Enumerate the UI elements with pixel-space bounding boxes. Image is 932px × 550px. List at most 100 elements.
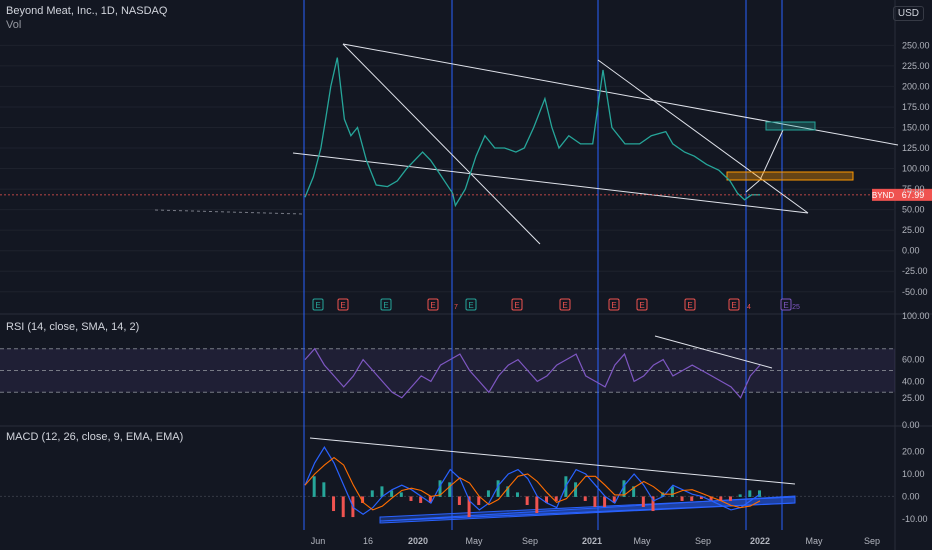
x-tick-label: May xyxy=(633,536,651,546)
macd-histogram-bar xyxy=(322,482,326,497)
macd-label: MACD (12, 26, close, 9, EMA, EMA) xyxy=(6,431,184,443)
macd-histogram-bar xyxy=(583,496,587,501)
trend-line xyxy=(342,43,899,146)
last-value-bg xyxy=(895,188,932,201)
macd-histogram-bar xyxy=(574,482,578,497)
chart-title: Beyond Meat, Inc., 1D, NASDAQ xyxy=(6,5,168,17)
event-count-label: 4 xyxy=(747,304,751,311)
x-tick-label: Jun xyxy=(311,536,326,546)
macd-histogram-bar xyxy=(457,496,461,505)
last-label-bg xyxy=(872,188,895,201)
earnings-marker xyxy=(608,298,620,311)
earnings-marker xyxy=(312,298,324,311)
macd-histogram-bar xyxy=(719,496,723,501)
macd-histogram-bar xyxy=(380,486,384,497)
rsi-tick-label: 25.00 xyxy=(902,393,925,403)
rsi-tick-label: 100.00 xyxy=(902,311,930,321)
volume-label: Vol xyxy=(6,19,22,31)
rsi-tick-label: 60.00 xyxy=(902,355,925,365)
macd-histogram-bar xyxy=(496,480,500,497)
price-tick-label: 125.00 xyxy=(902,143,930,153)
macd-histogram-bar xyxy=(409,496,413,501)
price-tick-label: 250.00 xyxy=(902,40,930,50)
macd-histogram-bar xyxy=(758,490,761,497)
macd-histogram-bar xyxy=(438,480,442,497)
dashed-line xyxy=(154,209,304,215)
earnings-marker-label: E xyxy=(514,301,519,310)
price-tick-label: 50.00 xyxy=(902,205,925,215)
event-markers: E E E E E E E E E E E E 7 4 25 xyxy=(312,298,800,311)
macd-histogram-bar xyxy=(748,490,752,497)
price-line xyxy=(304,57,760,208)
macd-histogram-bar xyxy=(370,490,374,497)
earnings-marker xyxy=(465,298,477,311)
price-tick-label: -25.00 xyxy=(902,266,928,276)
earnings-marker-label: E xyxy=(383,301,388,310)
earnings-marker xyxy=(511,298,523,311)
rsi-tick-label: 0.00 xyxy=(902,420,920,430)
macd-histogram-bar xyxy=(593,496,597,507)
x-tick-label: 2021 xyxy=(582,536,602,546)
earnings-marker-label: E xyxy=(315,301,320,310)
macd-histogram-bar xyxy=(361,496,365,503)
price-tick-label: 100.00 xyxy=(902,164,930,174)
macd-histogram-bar xyxy=(622,480,626,497)
macd-histogram-bar xyxy=(670,486,674,497)
currency-badge[interactable]: USD xyxy=(892,6,924,21)
event-vertical-lines xyxy=(303,0,783,530)
earnings-marker xyxy=(684,298,696,311)
macd-histogram-bar xyxy=(612,496,616,503)
price-tick-label: 0.00 xyxy=(902,246,920,256)
macd-histogram-bar xyxy=(399,492,403,497)
last-price-value: 67.99 xyxy=(902,190,925,200)
last-price-symbol: BYND xyxy=(872,191,894,200)
macd-histogram-bar xyxy=(709,496,713,501)
earnings-marker-label: E xyxy=(687,301,692,310)
macd-tick-label: 20.00 xyxy=(902,447,925,457)
macd-histogram-bar xyxy=(477,496,481,505)
macd-histogram-bar xyxy=(632,486,636,497)
macd-histogram-bar xyxy=(486,490,490,497)
macd-histogram-bar xyxy=(419,496,423,503)
x-tick-label: Sep xyxy=(522,536,538,546)
price-tick-label: 75.00 xyxy=(902,184,925,194)
macd-histogram-bar xyxy=(738,494,742,497)
earnings-marker xyxy=(427,298,439,311)
earnings-marker xyxy=(636,298,648,311)
earnings-marker-label: E xyxy=(340,301,345,310)
earnings-marker xyxy=(380,298,392,311)
rsi-label: RSI (14, close, SMA, 14, 2) xyxy=(6,321,140,333)
axis-ticks: 250.00225.00200.00175.00150.00125.00100.… xyxy=(311,40,930,546)
earnings-marker xyxy=(337,298,349,311)
macd-histogram-bar xyxy=(332,496,336,512)
earnings-marker-label: E xyxy=(639,301,644,310)
macd-histogram-bar xyxy=(515,492,519,497)
resistance-zone xyxy=(726,171,854,181)
macd-histogram-bar xyxy=(467,496,471,518)
macd-histogram-bar xyxy=(603,496,607,507)
earnings-marker-label: E xyxy=(562,301,567,310)
macd-histogram-bar xyxy=(690,496,694,501)
macd-tick-label: -10.00 xyxy=(902,514,928,524)
macd-histogram-bar xyxy=(312,476,316,497)
macd-histogram-bar xyxy=(728,496,732,501)
macd-histogram-bar xyxy=(680,496,684,501)
macd-histogram-bar xyxy=(554,496,558,501)
target-zone xyxy=(765,121,816,131)
macd-histogram-bar xyxy=(651,496,655,512)
rsi-line xyxy=(304,347,761,399)
macd-channel xyxy=(379,496,796,524)
macd-histogram-bar xyxy=(506,486,510,497)
macd-histogram-bar xyxy=(535,496,539,514)
trend-line xyxy=(654,335,773,369)
macd-histogram-bar xyxy=(661,492,665,497)
rsi-tick-label: 40.00 xyxy=(902,376,925,386)
trend-line xyxy=(597,59,809,214)
x-tick-label: 16 xyxy=(363,536,373,546)
x-tick-label: May xyxy=(465,536,483,546)
earnings-marker xyxy=(728,298,740,311)
earnings-marker-label: E xyxy=(783,301,788,310)
trend-lines xyxy=(154,43,899,524)
macd-histogram-bar xyxy=(428,496,432,503)
